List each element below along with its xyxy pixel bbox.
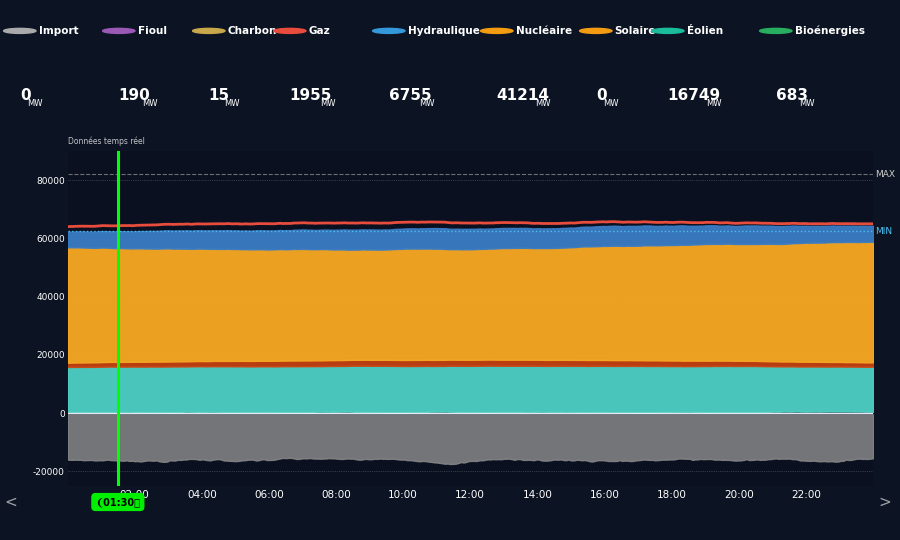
Text: 1955: 1955 [290,88,332,103]
Text: MW: MW [27,99,43,109]
Text: >: > [878,495,891,510]
Circle shape [652,29,684,33]
Text: MW: MW [419,99,435,109]
Text: ❨01:30〉: ❨01:30〉 [95,497,140,507]
Circle shape [481,29,513,33]
Text: 16749: 16749 [668,88,721,103]
Text: MW: MW [706,99,722,109]
Circle shape [193,29,225,33]
Text: 6755: 6755 [389,88,431,103]
Circle shape [274,29,306,33]
Circle shape [580,29,612,33]
Circle shape [103,29,135,33]
Text: Nucléaire: Nucléaire [516,26,572,36]
Text: MW: MW [224,99,239,109]
Text: Gaz: Gaz [309,26,330,36]
Text: 683: 683 [776,88,808,103]
Text: MW: MW [142,99,157,109]
Text: MIN: MIN [875,227,892,236]
Text: MW: MW [535,99,551,109]
Text: Hydraulique: Hydraulique [408,26,480,36]
Text: 190: 190 [119,88,150,103]
Text: Import: Import [39,26,78,36]
Text: Données temps réel: Données temps réel [68,137,144,146]
Text: Bioénergies: Bioénergies [795,25,865,36]
Text: 15: 15 [209,88,230,103]
Text: <: < [4,495,17,510]
Circle shape [4,29,36,33]
Text: Fioul: Fioul [138,26,166,36]
Text: Éolien: Éolien [687,26,723,36]
Circle shape [373,29,405,33]
Text: 0: 0 [596,88,607,103]
Text: MW: MW [799,99,815,109]
Text: MAX: MAX [875,170,895,179]
Text: 41214: 41214 [497,88,550,103]
Circle shape [760,29,792,33]
Text: MW: MW [320,99,336,109]
Text: Charbon: Charbon [228,26,277,36]
Text: Solaire: Solaire [615,26,656,36]
Text: MW: MW [603,99,619,109]
Text: 0: 0 [20,88,31,103]
